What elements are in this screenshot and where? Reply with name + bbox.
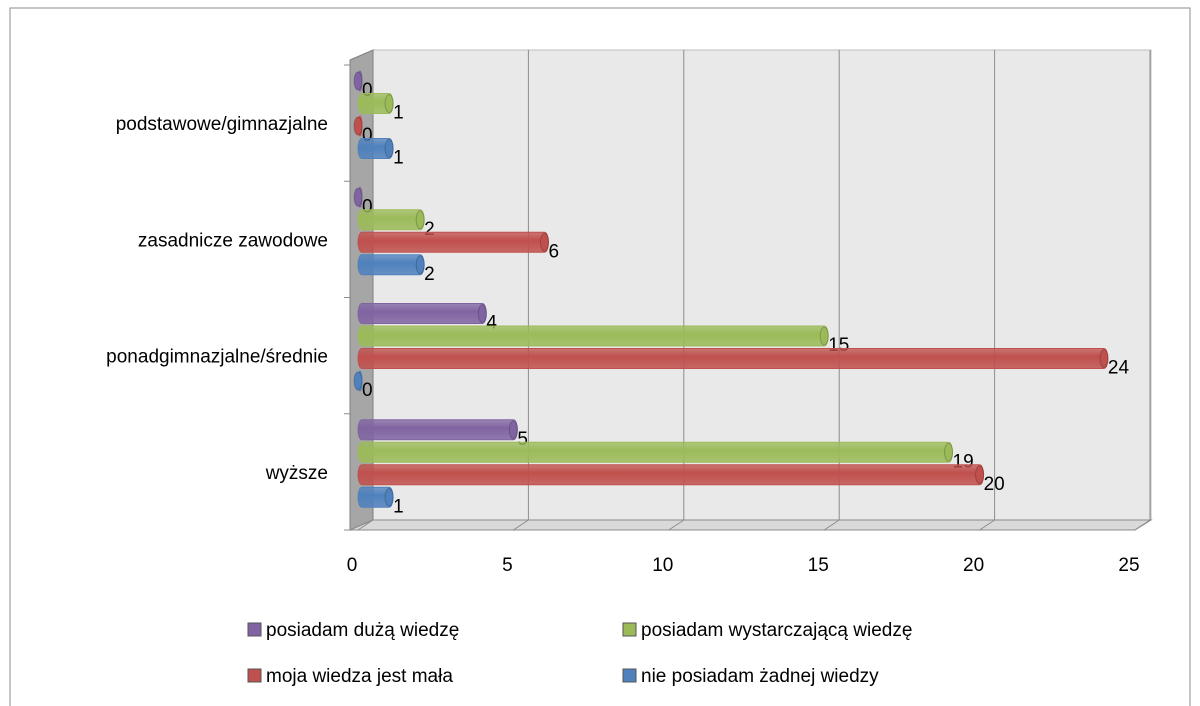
value-label: 0 [362, 80, 373, 101]
bar-cap [415, 255, 425, 275]
x-tick-label: 10 [652, 555, 673, 576]
x-tick [823, 519, 840, 531]
value-label: 20 [984, 474, 1005, 495]
legend-swatch [622, 668, 637, 683]
bar [357, 231, 549, 253]
value-label: 0 [362, 380, 373, 401]
x-tick-label: 20 [963, 555, 984, 576]
legend-label: nie posiadam żadnej wiedzy [641, 666, 879, 687]
bar-cap [353, 371, 363, 391]
legend-swatch [247, 668, 262, 683]
floor [349, 519, 1153, 531]
value-label: 1 [393, 148, 404, 169]
value-label: 1 [393, 103, 404, 124]
value-label: 0 [362, 196, 373, 217]
legend-label: posiadam wystarczającą wiedzę [641, 620, 912, 641]
legend-label: moja wiedza jest mała [266, 666, 453, 687]
bar-cap [975, 465, 985, 485]
legend-label: posiadam dużą wiedzę [266, 620, 459, 641]
chart-border [9, 7, 1191, 706]
bar [357, 325, 829, 347]
x-tick [668, 519, 685, 531]
bar [357, 254, 425, 276]
x-tick [357, 519, 374, 531]
bar [357, 209, 425, 231]
bar [357, 303, 487, 324]
y-tick-label: zasadnicze zawodowe [138, 230, 328, 251]
value-label: 6 [548, 241, 559, 262]
value-label: 2 [424, 219, 435, 240]
bar-cap [384, 139, 394, 158]
x-tick [1134, 519, 1151, 531]
legend-swatch [622, 622, 637, 637]
bar [357, 464, 985, 486]
bar-cap [353, 71, 363, 91]
bar-cap [508, 420, 518, 440]
value-label: 0 [362, 125, 373, 146]
bar [357, 348, 1109, 369]
x-tick [979, 519, 995, 531]
x-tick-label: 15 [808, 555, 829, 576]
value-label: 24 [1108, 358, 1130, 379]
x-tick-label: 0 [347, 555, 358, 576]
value-label: 4 [486, 313, 497, 334]
bar-cap [353, 187, 363, 207]
bar-cap [944, 442, 954, 462]
y-tick-label: ponadgimnazjalne/średnie [106, 347, 328, 368]
x-tick-label: 5 [502, 555, 513, 576]
bar-cap [415, 210, 425, 230]
x-tick [513, 519, 529, 531]
bar-cap [477, 304, 487, 323]
bar [357, 419, 518, 441]
y-tick-label: wyższe [265, 463, 328, 484]
bar-cap [384, 94, 394, 113]
value-label: 2 [424, 264, 435, 285]
bar-cap [353, 116, 363, 136]
bar-cap [819, 326, 829, 346]
bar-cap [1099, 349, 1109, 368]
bar-cap [539, 232, 549, 252]
value-label: 1 [393, 496, 404, 517]
y-tick-label: podstawowe/gimnazjalne [116, 114, 328, 135]
value-label: 5 [517, 429, 528, 450]
bar [357, 441, 954, 463]
bar-cap [384, 487, 394, 507]
legend-swatch [247, 622, 262, 637]
x-tick-label: 25 [1118, 555, 1139, 576]
